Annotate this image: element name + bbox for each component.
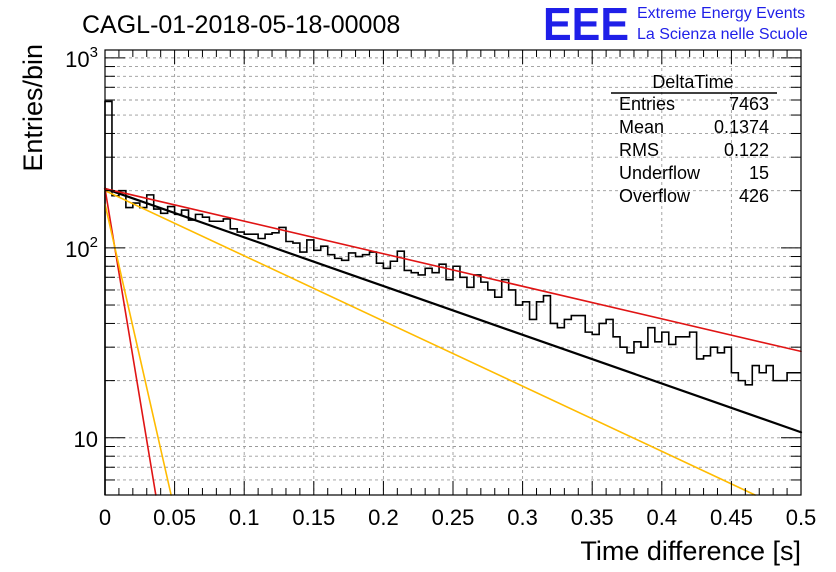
eee-logo: EEE Extreme Energy Events La Scienza nel…: [543, 0, 808, 50]
x-tick-label: 0.3: [507, 505, 538, 530]
y-tick-label: 103: [65, 44, 98, 72]
chart-title: CAGL-01-2018-05-18-00008: [82, 11, 400, 39]
x-tick-label: 0.45: [710, 505, 753, 530]
stats-box: DeltaTime Entries 7463 Mean 0.1374 RMS 0.122 U…: [611, 72, 777, 206]
histogram-steps: [104, 100, 801, 495]
stats-row-label: Mean: [619, 117, 664, 137]
logo-line-2: La Scienza nelle Scuole: [637, 26, 808, 43]
x-tick-label: 0.4: [647, 505, 678, 530]
logo-line-1: Extreme Energy Events: [637, 5, 805, 22]
histogram: [104, 100, 801, 495]
y-axis-label: Entries/bin: [18, 44, 48, 172]
x-tick-label: 0.1: [229, 505, 260, 530]
stats-row-label: Overflow: [619, 186, 691, 206]
fit-line: [104, 189, 756, 496]
fit-lines: [103, 187, 803, 496]
x-tick-label: 0.35: [571, 505, 614, 530]
x-axis-label: Time difference [s]: [580, 536, 801, 566]
stats-row-label: Entries: [619, 94, 675, 114]
stats-row-label: Underflow: [619, 163, 701, 183]
x-tick-label: 0.5: [786, 505, 817, 530]
x-tick-label: 0.25: [432, 505, 475, 530]
fit-line: [104, 203, 172, 496]
stats-row-value: 426: [739, 186, 769, 206]
stats-row-label: RMS: [619, 140, 659, 160]
axes: 0 0.05 0.1 0.15 0.2 0.25 0.3 0.35 0.4 0.45 0.5 10 10…: [65, 44, 816, 530]
stats-row-value: 0.122: [724, 140, 769, 160]
x-tick-label: 0.15: [292, 505, 335, 530]
stats-title: DeltaTime: [652, 72, 733, 92]
y-tick-label: 10: [74, 427, 98, 452]
stats-row-value: 7463: [729, 94, 769, 114]
stats-row-value: 0.1374: [714, 117, 769, 137]
fit-line: [104, 187, 802, 353]
x-tick-label: 0: [99, 505, 111, 530]
x-tick-label: 0.2: [368, 505, 399, 530]
logo-letters: EEE: [543, 0, 629, 50]
stats-row-value: 15: [749, 163, 769, 183]
y-tick-label: 102: [65, 234, 98, 262]
fit-line: [103, 187, 803, 434]
x-tick-label: 0.05: [153, 505, 196, 530]
